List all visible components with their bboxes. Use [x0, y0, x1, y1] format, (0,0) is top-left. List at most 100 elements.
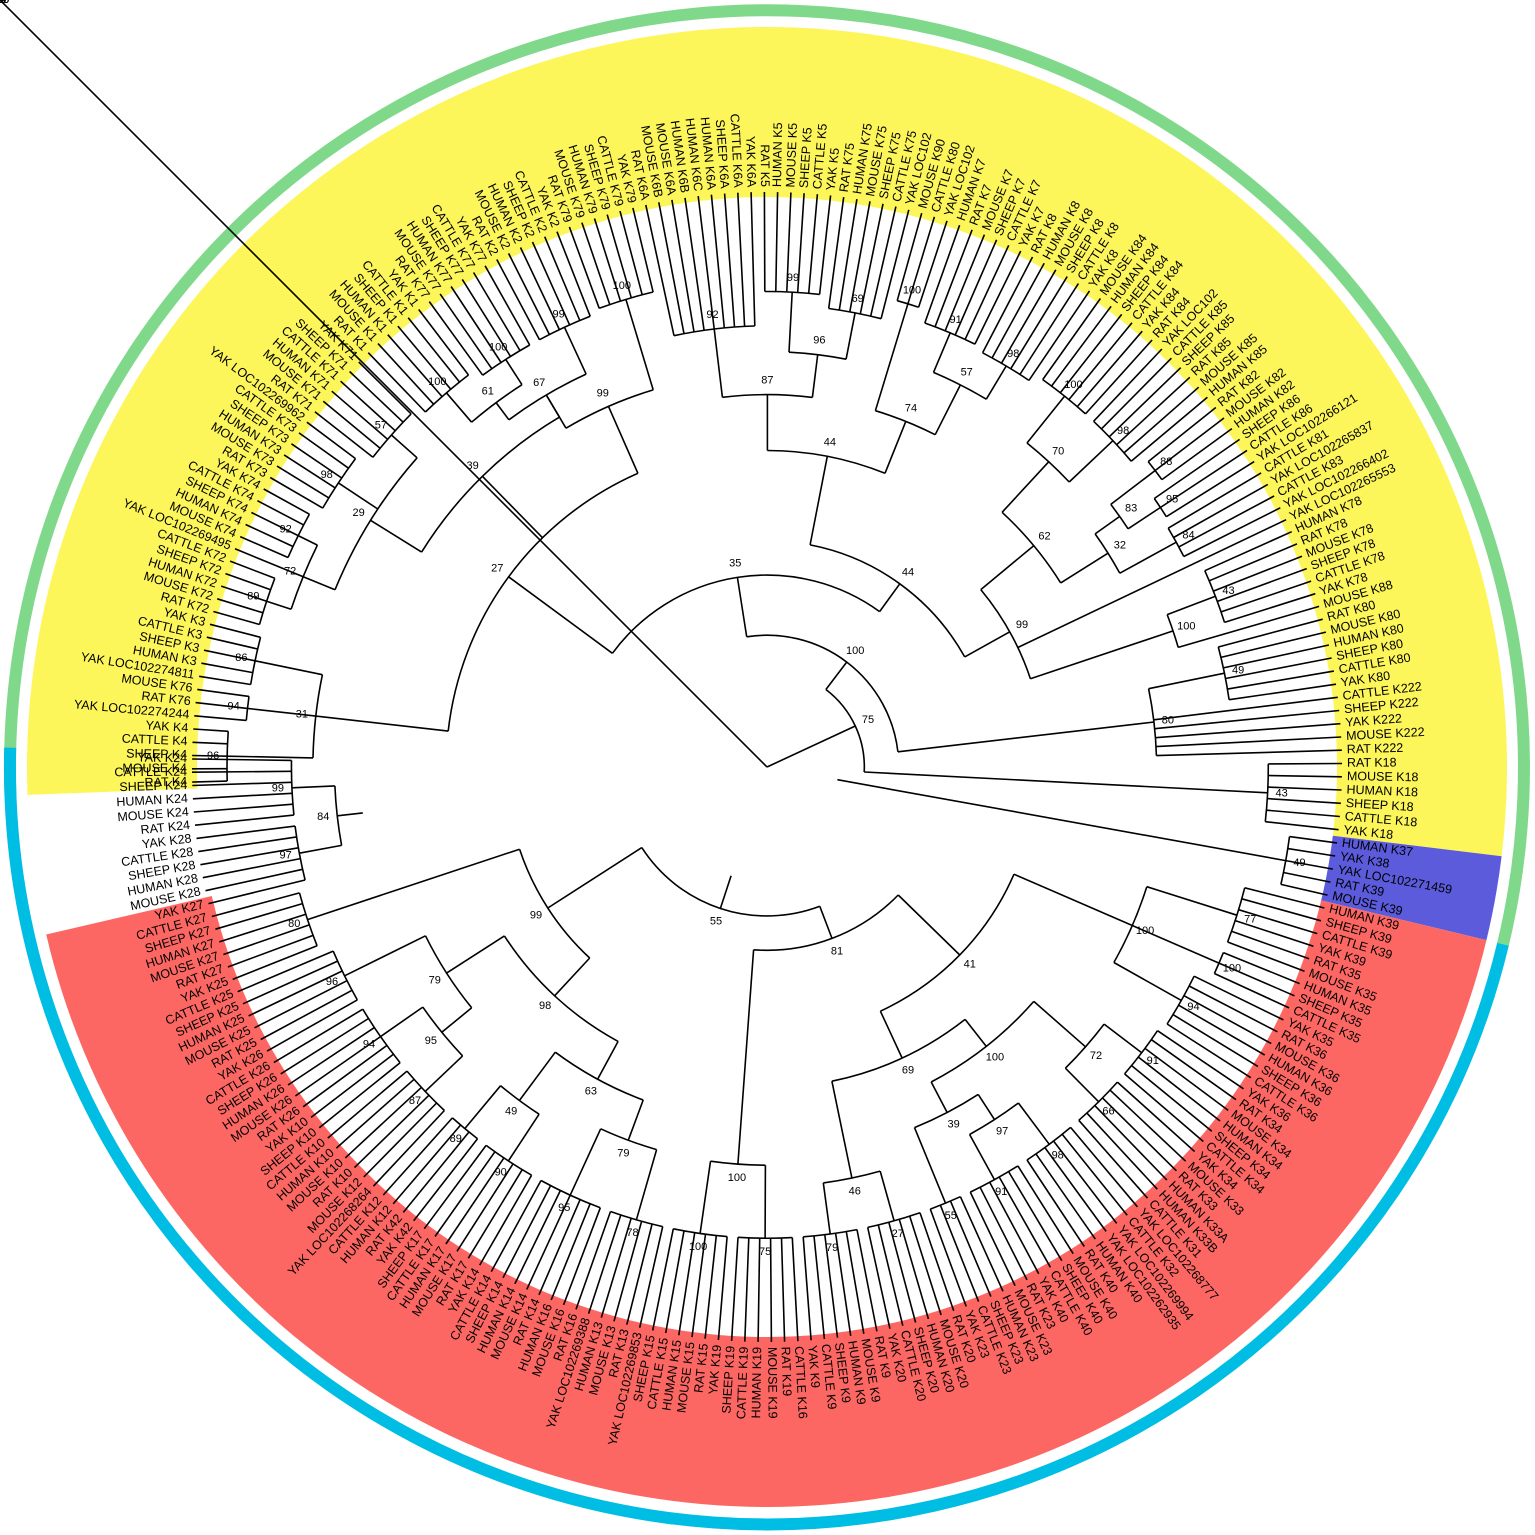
bootstrap-value: 100	[428, 376, 446, 388]
leaf-label: MOUSE K5	[783, 123, 800, 188]
bootstrap-value: 100	[903, 284, 921, 296]
bootstrap-value: 99	[272, 782, 284, 794]
leaf-label: MOUSE K24	[117, 805, 189, 825]
bootstrap-value: 87	[0, 0, 6, 6]
sector-k222	[1321, 835, 1502, 941]
bootstrap-value: 84	[317, 811, 329, 823]
bootstrap-value: 100	[1223, 963, 1241, 975]
bootstrap-value: 69	[852, 293, 864, 305]
leaf-label: YAK K4	[145, 718, 189, 735]
sector-typeII	[27, 27, 1508, 857]
leaf-label: SHEEP K5	[797, 127, 815, 189]
leaf-label: RAT K19	[779, 1346, 795, 1396]
sector-typeI	[46, 896, 1487, 1508]
leaf-label: SHEEP K19	[719, 1345, 737, 1414]
leaf-label: YAK K9	[805, 1345, 822, 1389]
leaf-label: SHEEP K6A	[713, 119, 732, 190]
leaf-label: RAT K222	[1347, 741, 1404, 757]
bootstrap-value: 95	[425, 1035, 437, 1047]
leaf-label: CATTLE K6A	[728, 113, 746, 188]
leaf-label: HUMAN K19	[749, 1347, 764, 1419]
bootstrap-value: 91	[1147, 1055, 1159, 1067]
bootstrap-value: 98	[539, 1000, 551, 1012]
bootstrap-value: 72	[1090, 1050, 1102, 1062]
bootstrap-value: 100	[846, 645, 864, 657]
tree-branches	[0, 0, 1343, 1343]
bootstrap-value: 99	[787, 272, 799, 284]
leaf-label: YAK K18	[1343, 823, 1394, 842]
bootstrap-value: 87	[409, 1095, 421, 1107]
leaf-label: CATTLE K4	[122, 731, 188, 748]
bootstrap-value: 100	[689, 1241, 707, 1253]
bootstrap-value: 96	[326, 976, 338, 988]
leaf-label: YAK K24	[137, 751, 187, 766]
bootstrap-value: 39	[466, 460, 478, 472]
bootstrap-value: 87	[761, 375, 773, 387]
bootstrap-value: 91	[995, 1186, 1007, 1198]
bootstrap-value: 98	[1117, 425, 1129, 437]
bootstrap-value: 91	[949, 314, 961, 326]
leaf-label: MOUSE K18	[1347, 769, 1419, 784]
bootstrap-value: 72	[284, 565, 296, 577]
leaf-label: RAT K4	[144, 774, 187, 789]
bootstrap-value: 90	[495, 1167, 507, 1179]
bootstrap-value: 95	[558, 1202, 570, 1214]
bootstrap-value: 95	[1166, 494, 1178, 506]
bootstrap-labels: 9410088951008455899596868992498798985710…	[0, 0, 1306, 1258]
leaf-label: HUMAN K24	[116, 791, 188, 809]
bootstrap-value: 98	[1052, 1150, 1064, 1162]
bootstrap-value: 98	[0, 0, 6, 6]
bootstrap-value: 83	[1125, 502, 1137, 514]
leaf-label: RAT K18	[1347, 755, 1397, 769]
bootstrap-value: 98	[1007, 348, 1019, 360]
leaf-label: YAK K28	[141, 831, 192, 851]
bootstrap-value: 61	[482, 385, 494, 397]
leaf-label: MOUSE K19	[765, 1347, 780, 1419]
leaf-label: CATTLE K18	[1344, 809, 1418, 829]
leaf-label: RAT K5	[758, 144, 772, 187]
leaf-label: YAK K6A	[743, 136, 758, 188]
bootstrap-value: 32	[1114, 540, 1126, 552]
bootstrap-value: 98	[321, 469, 333, 481]
bootstrap-value: 79	[826, 1242, 838, 1254]
bootstrap-value: 66	[1102, 1106, 1114, 1118]
leaf-label: MOUSE K222	[1346, 725, 1425, 743]
bootstrap-value: 89	[247, 591, 259, 603]
bootstrap-value: 63	[585, 1085, 597, 1097]
bootstrap-value: 67	[533, 377, 545, 389]
bootstrap-value: 84	[1182, 529, 1194, 541]
bootstrap-value: 74	[905, 402, 917, 414]
bootstrap-value: 100	[986, 1051, 1004, 1063]
bootstrap-value: 100	[1064, 379, 1082, 391]
bootstrap-value: 75	[0, 0, 6, 6]
leaf-label: RAT K15	[692, 1343, 711, 1394]
bootstrap-value: 29	[352, 507, 364, 519]
leaf-label: HUMAN K18	[1346, 783, 1418, 800]
bootstrap-value: 99	[530, 910, 542, 922]
leaf-label: RAT K75	[837, 142, 857, 193]
leaf-label: CATTLE K19	[734, 1346, 751, 1419]
bootstrap-value: 88	[1160, 456, 1172, 468]
bootstrap-value: 63	[0, 0, 6, 6]
bootstrap-value: 46	[849, 1186, 861, 1198]
leaf-label: SHEEP K24	[119, 778, 187, 794]
bootstrap-value: 27	[892, 1228, 904, 1240]
bootstrap-value: 44	[902, 566, 914, 578]
bootstrap-value: 80	[288, 918, 300, 930]
bootstrap-value: 57	[375, 420, 387, 432]
bootstrap-value: 94	[227, 701, 239, 713]
outer-group-rings	[3, 4, 1530, 1531]
leaf-label: CATTLE K5	[810, 123, 830, 190]
bootstrap-value: 100	[1177, 620, 1195, 632]
group-highlight-sectors	[27, 27, 1508, 1508]
bootstrap-value: 100	[0, 0, 9, 6]
bootstrap-value: 55	[0, 0, 6, 6]
bootstrap-value: 100	[728, 1172, 746, 1184]
bootstrap-value: 49	[1232, 664, 1244, 676]
bootstrap-value: 99	[552, 308, 564, 320]
bootstrap-value: 98	[0, 0, 6, 6]
bootstrap-value: 43	[1275, 788, 1287, 800]
leaf-label: YAK K19	[706, 1344, 724, 1395]
bootstrap-value: 89	[450, 1133, 462, 1145]
